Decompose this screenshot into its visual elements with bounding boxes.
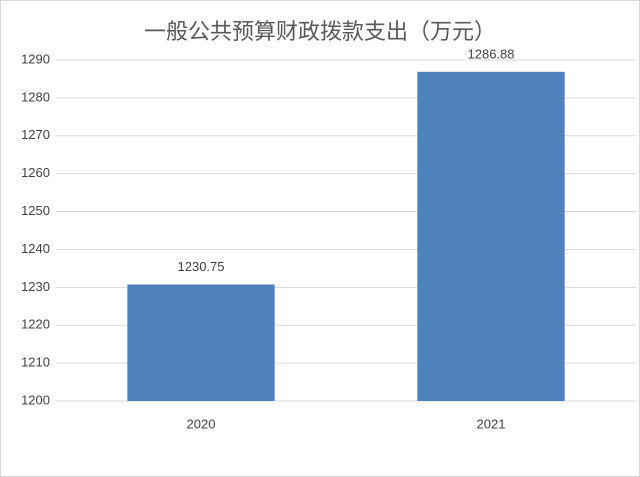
y-tick-label: 1220 (21, 317, 50, 332)
y-tick-label: 1230 (21, 279, 50, 294)
x-tick-label: 2020 (187, 416, 216, 431)
y-tick-label: 1210 (21, 355, 50, 370)
y-tick-label: 1270 (21, 127, 50, 142)
value-label: 1286.88 (468, 46, 515, 61)
y-tick-label: 1280 (21, 89, 50, 104)
x-tick-label: 2021 (477, 416, 506, 431)
y-tick-label: 1200 (21, 392, 50, 407)
bar (127, 284, 275, 401)
y-tick-label: 1290 (21, 51, 50, 66)
bar (417, 71, 565, 401)
value-label: 1230.75 (178, 259, 225, 274)
y-tick-label: 1260 (21, 165, 50, 180)
chart-title: 一般公共预算财政拨款支出（万元） (144, 19, 496, 44)
y-tick-label: 1250 (21, 203, 50, 218)
y-tick-label: 1240 (21, 241, 50, 256)
